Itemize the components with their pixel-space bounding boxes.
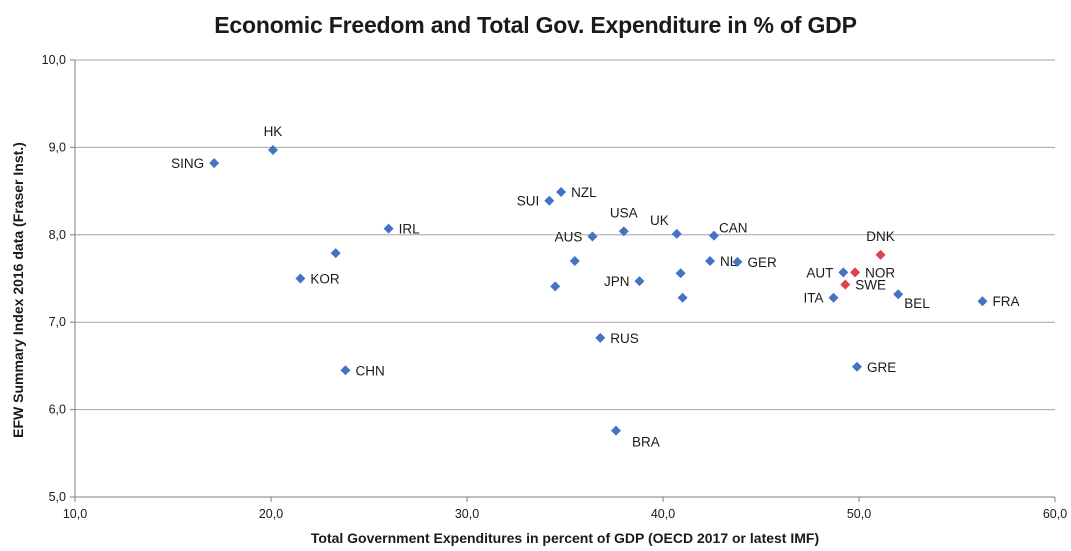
data-point xyxy=(295,273,306,284)
data-point xyxy=(618,226,629,237)
data-point xyxy=(852,361,863,372)
point-label: HK xyxy=(264,124,283,139)
data-point xyxy=(340,365,351,376)
point-label: IRL xyxy=(399,222,421,237)
data-point xyxy=(550,281,561,292)
data-point xyxy=(634,276,645,287)
point-label: CAN xyxy=(719,221,748,236)
data-point xyxy=(671,228,682,239)
x-tick-label: 60,0 xyxy=(1043,507,1067,521)
data-point xyxy=(977,296,988,307)
x-tick-label: 30,0 xyxy=(455,507,479,521)
point-label: JPN xyxy=(604,274,630,289)
x-tick-label: 20,0 xyxy=(259,507,283,521)
point-label: GER xyxy=(747,255,777,270)
y-tick-label: 7,0 xyxy=(49,315,66,329)
point-label: BEL xyxy=(904,296,930,311)
point-label: SING xyxy=(171,156,204,171)
data-point xyxy=(267,145,278,156)
point-label: KOR xyxy=(310,272,340,287)
data-point xyxy=(595,332,606,343)
chart-title: Economic Freedom and Total Gov. Expendit… xyxy=(214,12,857,38)
y-tick-label: 5,0 xyxy=(49,490,66,504)
data-point xyxy=(569,256,580,267)
data-point xyxy=(828,292,839,303)
point-label: FRA xyxy=(992,294,1019,309)
data-point xyxy=(708,230,719,241)
point-label: ITA xyxy=(804,291,824,306)
data-point xyxy=(838,267,849,278)
point-label: CHN xyxy=(355,363,384,378)
data-point xyxy=(383,223,394,234)
data-point xyxy=(209,158,220,169)
point-label: AUS xyxy=(555,230,583,245)
point-label: USA xyxy=(610,205,638,220)
data-point xyxy=(544,195,555,206)
point-label: NZL xyxy=(571,185,597,200)
point-label: GRE xyxy=(867,360,896,375)
data-point xyxy=(610,425,621,436)
data-point xyxy=(587,231,598,242)
y-tick-label: 6,0 xyxy=(49,403,66,417)
data-point xyxy=(893,289,904,300)
y-tick-label: 9,0 xyxy=(49,140,66,154)
data-point xyxy=(675,268,686,279)
point-label: SWE xyxy=(855,278,886,293)
data-point xyxy=(850,267,861,278)
data-point xyxy=(677,292,688,303)
data-point xyxy=(840,279,851,290)
point-label: BRA xyxy=(632,435,660,450)
data-point xyxy=(705,256,716,267)
point-label: AUT xyxy=(806,265,833,280)
data-point xyxy=(556,186,567,197)
y-tick-label: 10,0 xyxy=(42,53,66,67)
x-tick-label: 40,0 xyxy=(651,507,675,521)
y-tick-label: 8,0 xyxy=(49,228,66,242)
x-axis-label: Total Government Expenditures in percent… xyxy=(310,530,820,546)
y-axis-label: EFW Summary Index 2016 data (Fraser Inst… xyxy=(10,142,26,438)
data-point xyxy=(330,248,341,259)
point-label: SUI xyxy=(517,194,540,209)
data-point xyxy=(732,256,743,267)
x-tick-label: 50,0 xyxy=(847,507,871,521)
point-label: DNK xyxy=(866,229,895,244)
x-tick-label: 10,0 xyxy=(63,507,87,521)
data-point xyxy=(875,249,886,260)
point-label: NOR xyxy=(865,265,895,280)
point-label: NL xyxy=(720,254,738,269)
point-label: UK xyxy=(650,213,669,228)
point-label: RUS xyxy=(610,331,639,346)
